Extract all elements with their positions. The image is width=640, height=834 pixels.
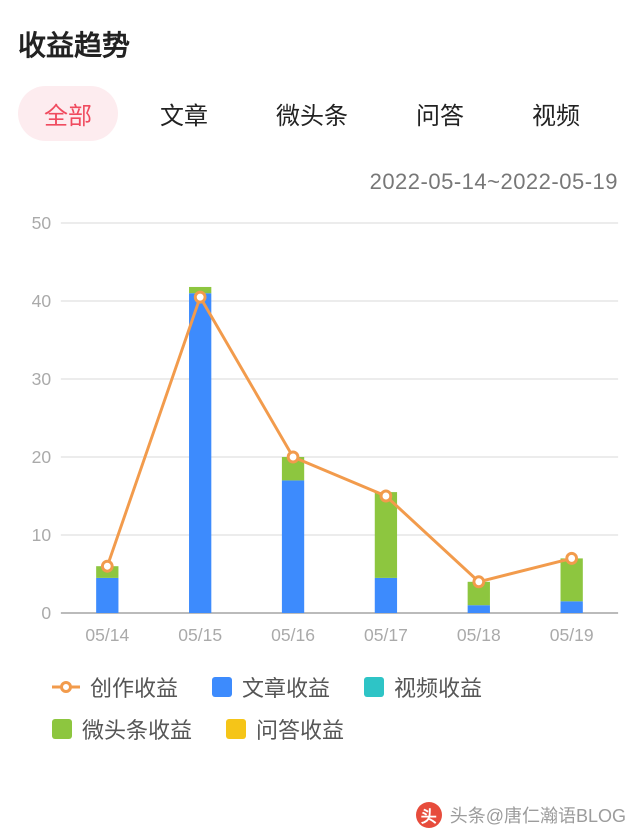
legend-label: 文章收益: [242, 671, 330, 703]
svg-text:05/14: 05/14: [85, 625, 129, 645]
legend-label: 微头条收益: [82, 713, 192, 745]
legend-label: 问答收益: [256, 713, 344, 745]
revenue-chart: 0 10 20 30 40 50 05/14 05/15 05/16 05/17 05/18 05/1…: [18, 213, 622, 653]
tab-bar: 全部文章微头条问答视频: [18, 86, 622, 141]
svg-text:20: 20: [32, 447, 52, 467]
legend-item-article: 文章收益: [212, 671, 330, 703]
svg-text:0: 0: [41, 603, 51, 623]
legend-swatch-icon: [226, 719, 246, 739]
legend-swatch-icon: [212, 677, 232, 697]
tab-2[interactable]: 微头条: [250, 86, 374, 141]
legend-item-qa: 问答收益: [226, 713, 344, 745]
svg-text:05/17: 05/17: [364, 625, 408, 645]
page-title: 收益趋势: [18, 24, 622, 64]
legend-item-line: 创作收益: [52, 671, 178, 703]
svg-text:40: 40: [32, 291, 52, 311]
svg-text:50: 50: [32, 213, 52, 233]
chart-legend: 创作收益 文章收益 视频收益微头条收益 问答收益: [18, 653, 622, 755]
attribution-text: 头条@唐仁瀚语BLOG: [450, 802, 626, 828]
tab-1[interactable]: 文章: [134, 86, 234, 141]
legend-swatch-icon: [364, 677, 384, 697]
legend-swatch-icon: [52, 719, 72, 739]
svg-text:30: 30: [32, 369, 52, 389]
legend-line-icon: [52, 679, 80, 695]
svg-text:05/18: 05/18: [457, 625, 501, 645]
svg-text:05/15: 05/15: [178, 625, 222, 645]
svg-text:05/19: 05/19: [550, 625, 594, 645]
svg-text:10: 10: [32, 525, 52, 545]
attribution-footer: 头 头条@唐仁瀚语BLOG: [416, 802, 626, 828]
toutiao-logo-icon: 头: [416, 802, 442, 828]
legend-label: 创作收益: [90, 671, 178, 703]
date-range: 2022-05-14~2022-05-19: [18, 169, 618, 195]
svg-text:05/16: 05/16: [271, 625, 315, 645]
legend-item-weitoutiao: 微头条收益: [52, 713, 192, 745]
tab-3[interactable]: 问答: [390, 86, 490, 141]
legend-label: 视频收益: [394, 671, 482, 703]
legend-item-video: 视频收益: [364, 671, 482, 703]
tab-0[interactable]: 全部: [18, 86, 118, 141]
tab-4[interactable]: 视频: [506, 86, 606, 141]
